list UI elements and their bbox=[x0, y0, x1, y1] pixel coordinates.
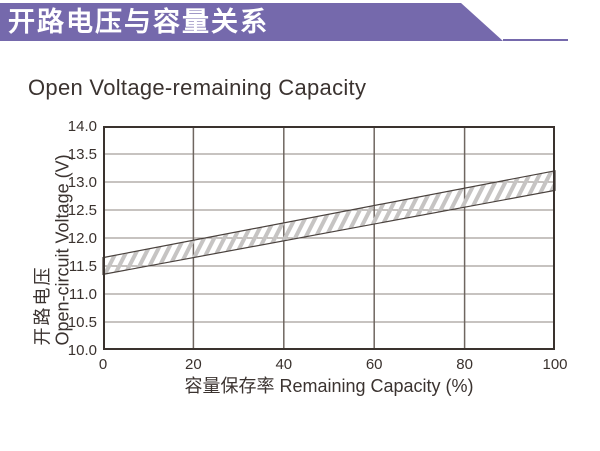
y-tick-label: 11.5 bbox=[69, 258, 97, 275]
y-tick-label: 13.5 bbox=[68, 146, 97, 163]
x-tick-label: 40 bbox=[275, 356, 292, 373]
y-tick-label: 12.5 bbox=[68, 202, 97, 219]
plot-border bbox=[103, 126, 555, 350]
band-layer bbox=[102, 170, 556, 276]
x-tick-label: 80 bbox=[456, 356, 473, 373]
x-tick-label: 0 bbox=[99, 356, 107, 373]
y-axis-label-cn: 开路电压 bbox=[32, 265, 53, 346]
y-tick-label: 14.0 bbox=[68, 118, 97, 135]
plot-frame bbox=[103, 126, 555, 350]
x-tick-label: 20 bbox=[185, 356, 202, 373]
chart-title: Open Voltage-remaining Capacity bbox=[28, 75, 367, 100]
y-tick-label: 12.0 bbox=[68, 230, 97, 247]
y-tick-label: 11.0 bbox=[69, 286, 97, 303]
y-tick-label: 13.0 bbox=[68, 174, 97, 191]
header-banner: 开路电压与容量关系 bbox=[0, 3, 503, 41]
y-tick-label: 10.5 bbox=[68, 314, 97, 331]
grid-layer bbox=[103, 126, 555, 350]
x-tick-label: 60 bbox=[366, 356, 383, 373]
y-axis-label-en: Open-circuit Voltage (V) bbox=[52, 154, 73, 346]
page-title: 开路电压与容量关系 bbox=[8, 7, 269, 37]
x-tick-label: 100 bbox=[542, 356, 567, 373]
x-axis-label: 容量保存率 Remaining Capacity (%) bbox=[184, 376, 474, 396]
data-band bbox=[102, 170, 556, 276]
y-tick-label: 10.0 bbox=[68, 342, 97, 359]
tick-labels: 10.0 10.5 11.0 11.5 12.0 12.5 13.0 13.5 14.0 0 20 4… bbox=[68, 118, 568, 373]
y-axis-label: 开路电压 Open-circuit Voltage (V) bbox=[32, 131, 73, 346]
header-banner-tail-line bbox=[503, 38, 568, 41]
